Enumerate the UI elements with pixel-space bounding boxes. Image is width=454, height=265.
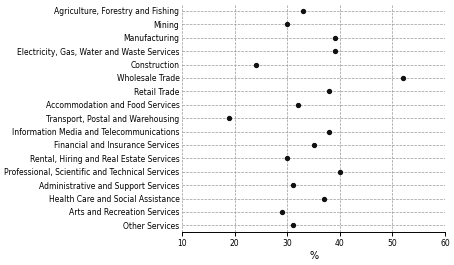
Point bbox=[326, 129, 333, 134]
X-axis label: %: % bbox=[309, 251, 318, 261]
Point bbox=[289, 223, 296, 228]
Point bbox=[399, 76, 406, 80]
Point bbox=[284, 22, 291, 26]
Point bbox=[284, 156, 291, 161]
Point bbox=[289, 183, 296, 187]
Point bbox=[278, 210, 286, 214]
Point bbox=[252, 62, 259, 67]
Point bbox=[310, 143, 317, 147]
Point bbox=[331, 36, 338, 40]
Point bbox=[331, 49, 338, 53]
Point bbox=[300, 9, 307, 13]
Point bbox=[326, 89, 333, 94]
Point bbox=[294, 103, 301, 107]
Point bbox=[226, 116, 233, 120]
Point bbox=[336, 170, 344, 174]
Point bbox=[321, 196, 328, 201]
